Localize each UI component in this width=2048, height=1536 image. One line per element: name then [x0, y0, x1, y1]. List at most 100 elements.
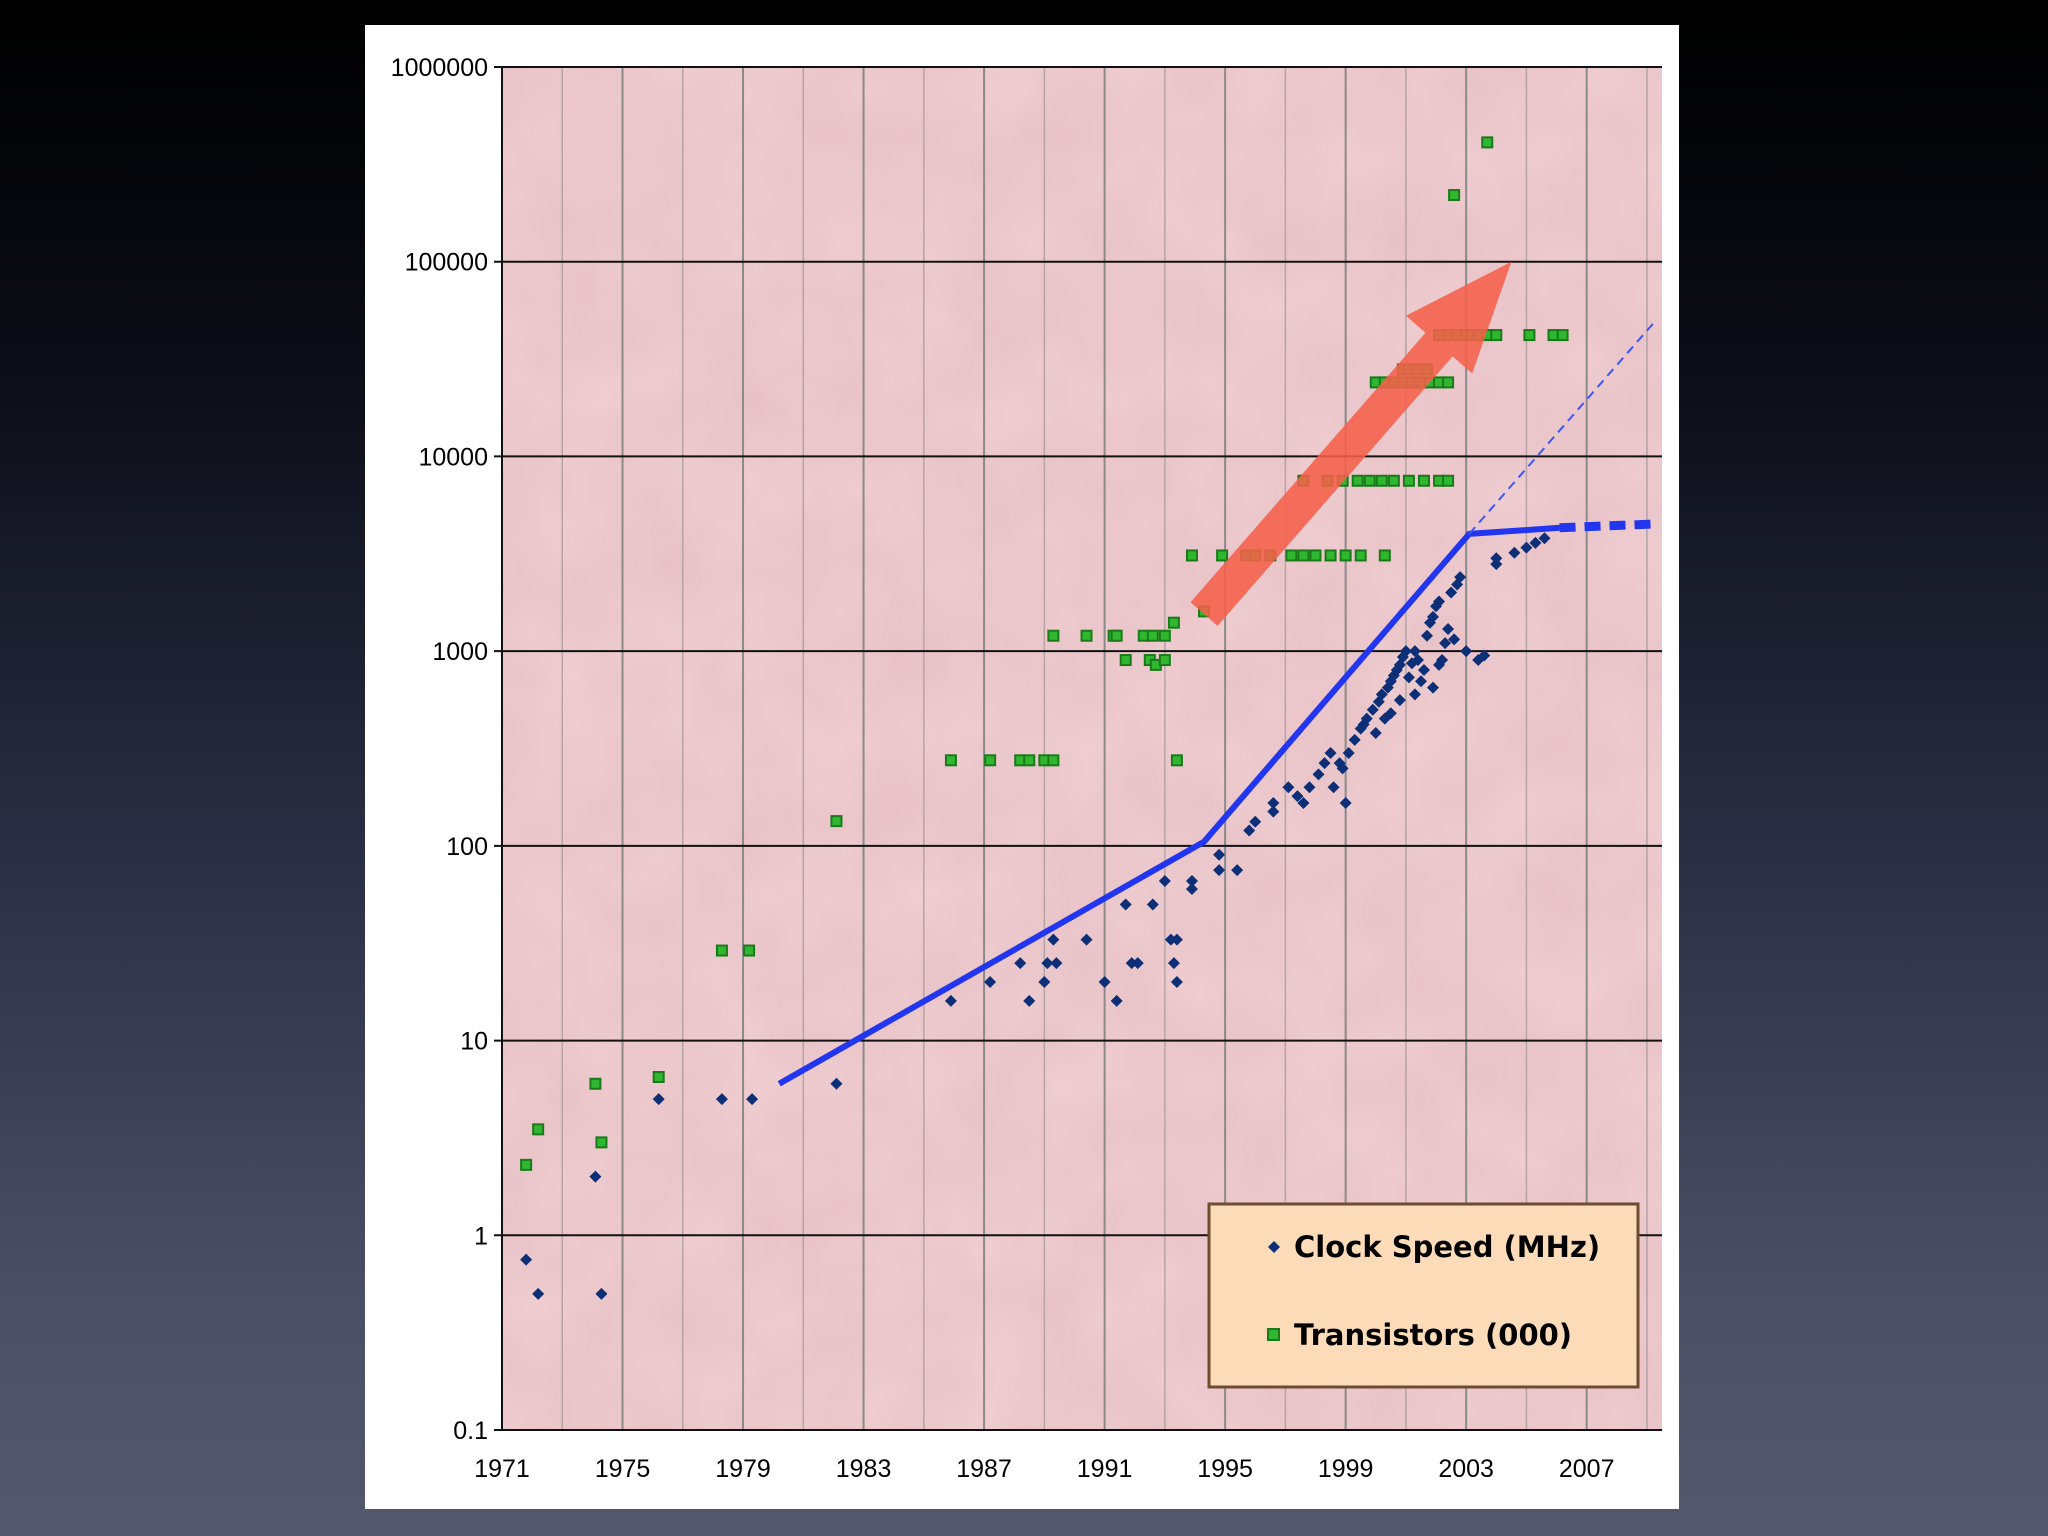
transistor-point	[743, 944, 756, 957]
clock-speed-point	[1490, 552, 1503, 565]
x-tick-label: 1983	[836, 1455, 892, 1483]
chart-panel: 0.1 1 10 100 1000 10000 100000 1000000 1971 1975…	[365, 25, 1679, 1509]
clock-speed-point	[1297, 796, 1310, 809]
x-tick-label: 1975	[595, 1455, 651, 1483]
clock-speed-point	[1372, 695, 1385, 708]
clock-speed-point	[1231, 864, 1244, 877]
transistor-point	[1442, 474, 1455, 487]
clock-speed-point	[595, 1287, 608, 1300]
clock-trend-line	[777, 524, 1560, 1087]
clock-speed-point	[1448, 633, 1461, 646]
transistor-point	[1402, 474, 1415, 487]
clock-speed-point	[1529, 536, 1542, 549]
y-axis-tick-labels: 0.1 1 10 100 1000 10000 100000 1000000	[391, 54, 488, 1445]
clock-speed-point	[1249, 815, 1262, 828]
transistor-point	[1448, 189, 1461, 202]
clock-speed-point	[1038, 975, 1051, 988]
transistor-point	[1339, 549, 1352, 562]
transistor-point	[1023, 754, 1036, 767]
clock-speed-point	[1411, 654, 1424, 667]
clock-speed-point	[1291, 790, 1304, 803]
y-tick-label: 100000	[405, 249, 488, 277]
x-tick-label: 1971	[474, 1455, 530, 1483]
x-tick-label: 1991	[1077, 1455, 1133, 1483]
transistor-point	[1378, 549, 1391, 562]
transistor-point	[1442, 376, 1455, 389]
x-tick-label: 1999	[1318, 1455, 1374, 1483]
clock-speed-point	[1170, 933, 1183, 946]
transistor-point	[1297, 549, 1310, 562]
clock-speed-point	[1427, 610, 1440, 623]
clock-speed-point	[1417, 664, 1430, 677]
clock-speed-point	[520, 1253, 533, 1266]
clock-speed-point	[1433, 595, 1446, 608]
transistor-point	[595, 1136, 608, 1149]
clock-speed-point	[1414, 675, 1427, 688]
transistor-point	[1119, 654, 1132, 667]
transistor-point	[520, 1158, 533, 1171]
clock-speed-point	[1402, 671, 1415, 684]
clock-speed-point	[1023, 994, 1036, 1007]
clock-speed-point	[1014, 957, 1027, 970]
transistor-point	[1158, 629, 1171, 642]
y-tick-label: 0.1	[453, 1417, 488, 1445]
clock-speed-point	[1282, 781, 1295, 794]
transistor-point	[1146, 629, 1159, 642]
clock-speed-point	[1243, 824, 1256, 837]
clock-speed-point	[1369, 726, 1382, 739]
legend-transistor-marker	[1267, 1328, 1280, 1341]
transistor-point	[589, 1077, 602, 1090]
transistor-point	[1481, 136, 1494, 149]
clock-transistor-chart: 0.1 1 10 100 1000 10000 100000 1000000 1971 1975…	[391, 54, 1662, 1483]
clock-speed-point	[1050, 957, 1063, 970]
transistor-point	[1047, 754, 1060, 767]
growth-arrow	[1190, 261, 1512, 626]
transistor-point	[1047, 629, 1060, 642]
clock-speed-point	[1119, 898, 1132, 911]
clock-speed-point	[1442, 622, 1455, 635]
transistor-point	[1351, 474, 1364, 487]
transistor-point	[1363, 474, 1376, 487]
clock-speed-point	[1267, 796, 1280, 809]
legend-box	[1207, 1202, 1640, 1389]
x-tick-label: 1979	[715, 1455, 771, 1483]
transistor-point	[1285, 549, 1298, 562]
clock-speed-point	[1267, 805, 1280, 818]
clock-speed-point	[1399, 645, 1412, 658]
clock-speed-point	[1327, 781, 1340, 794]
clock-speed-point	[1146, 898, 1159, 911]
clock-speed-points	[520, 532, 1551, 1300]
clock-speed-point	[1508, 546, 1521, 559]
transistor-point	[944, 754, 957, 767]
clock-speed-point	[1170, 975, 1183, 988]
clock-speed-point	[1427, 681, 1440, 694]
clock-speed-point	[1185, 883, 1198, 896]
clock-speed-point	[830, 1077, 843, 1090]
clock-speed-point	[944, 994, 957, 1007]
clock-speed-point	[1366, 703, 1379, 716]
clock-speed-point	[532, 1287, 545, 1300]
clock-speed-point	[1213, 864, 1226, 877]
clock-speed-point	[1213, 848, 1226, 861]
transistor-point	[1556, 329, 1569, 342]
transistor-point	[1417, 474, 1430, 487]
transistor-point	[532, 1123, 545, 1136]
transistor-point	[1354, 549, 1367, 562]
clock-speed-point	[1454, 571, 1467, 584]
y-tick-label: 100	[446, 833, 488, 861]
clock-speed-point	[1318, 757, 1331, 770]
clock-speed-point	[1098, 975, 1111, 988]
transistor-point	[1309, 549, 1322, 562]
transistor-point	[1185, 549, 1198, 562]
y-tick-label: 10000	[418, 443, 488, 471]
clock-speed-point	[1336, 762, 1349, 775]
clock-speed-point	[1408, 688, 1421, 701]
transistor-point	[1158, 654, 1171, 667]
clock-speed-point	[1185, 874, 1198, 887]
y-tick-label: 1	[474, 1222, 488, 1250]
transistor-point	[1387, 474, 1400, 487]
clock-speed-point	[1125, 957, 1138, 970]
clock-speed-point	[1420, 629, 1433, 642]
clock-speed-point	[1381, 681, 1394, 694]
clock-speed-point	[1041, 957, 1054, 970]
